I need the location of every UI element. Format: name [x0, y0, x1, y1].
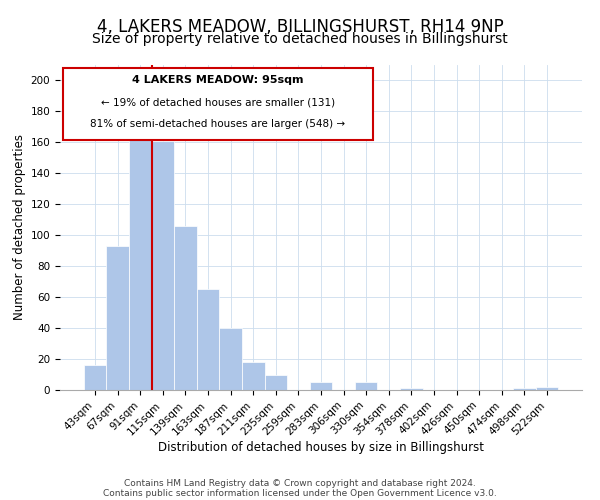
Bar — [242, 362, 265, 390]
Text: Contains public sector information licensed under the Open Government Licence v3: Contains public sector information licen… — [103, 488, 497, 498]
Bar — [400, 388, 422, 390]
Bar — [513, 388, 536, 390]
Text: 4 LAKERS MEADOW: 95sqm: 4 LAKERS MEADOW: 95sqm — [132, 74, 304, 85]
Y-axis label: Number of detached properties: Number of detached properties — [13, 134, 26, 320]
Text: 81% of semi-detached houses are larger (548) →: 81% of semi-detached houses are larger (… — [91, 118, 346, 128]
Bar — [310, 382, 332, 390]
Text: Contains HM Land Registry data © Crown copyright and database right 2024.: Contains HM Land Registry data © Crown c… — [124, 478, 476, 488]
Bar — [197, 290, 220, 390]
Bar — [174, 226, 197, 390]
Bar — [106, 246, 129, 390]
Bar — [355, 382, 377, 390]
X-axis label: Distribution of detached houses by size in Billingshurst: Distribution of detached houses by size … — [158, 440, 484, 454]
Bar — [129, 133, 152, 390]
Bar — [265, 374, 287, 390]
Bar — [84, 365, 106, 390]
Text: Size of property relative to detached houses in Billingshurst: Size of property relative to detached ho… — [92, 32, 508, 46]
Bar — [152, 141, 174, 390]
FancyBboxPatch shape — [62, 68, 373, 140]
Bar — [536, 387, 558, 390]
Bar — [220, 328, 242, 390]
Text: 4, LAKERS MEADOW, BILLINGSHURST, RH14 9NP: 4, LAKERS MEADOW, BILLINGSHURST, RH14 9N… — [97, 18, 503, 36]
Text: ← 19% of detached houses are smaller (131): ← 19% of detached houses are smaller (13… — [101, 98, 335, 108]
